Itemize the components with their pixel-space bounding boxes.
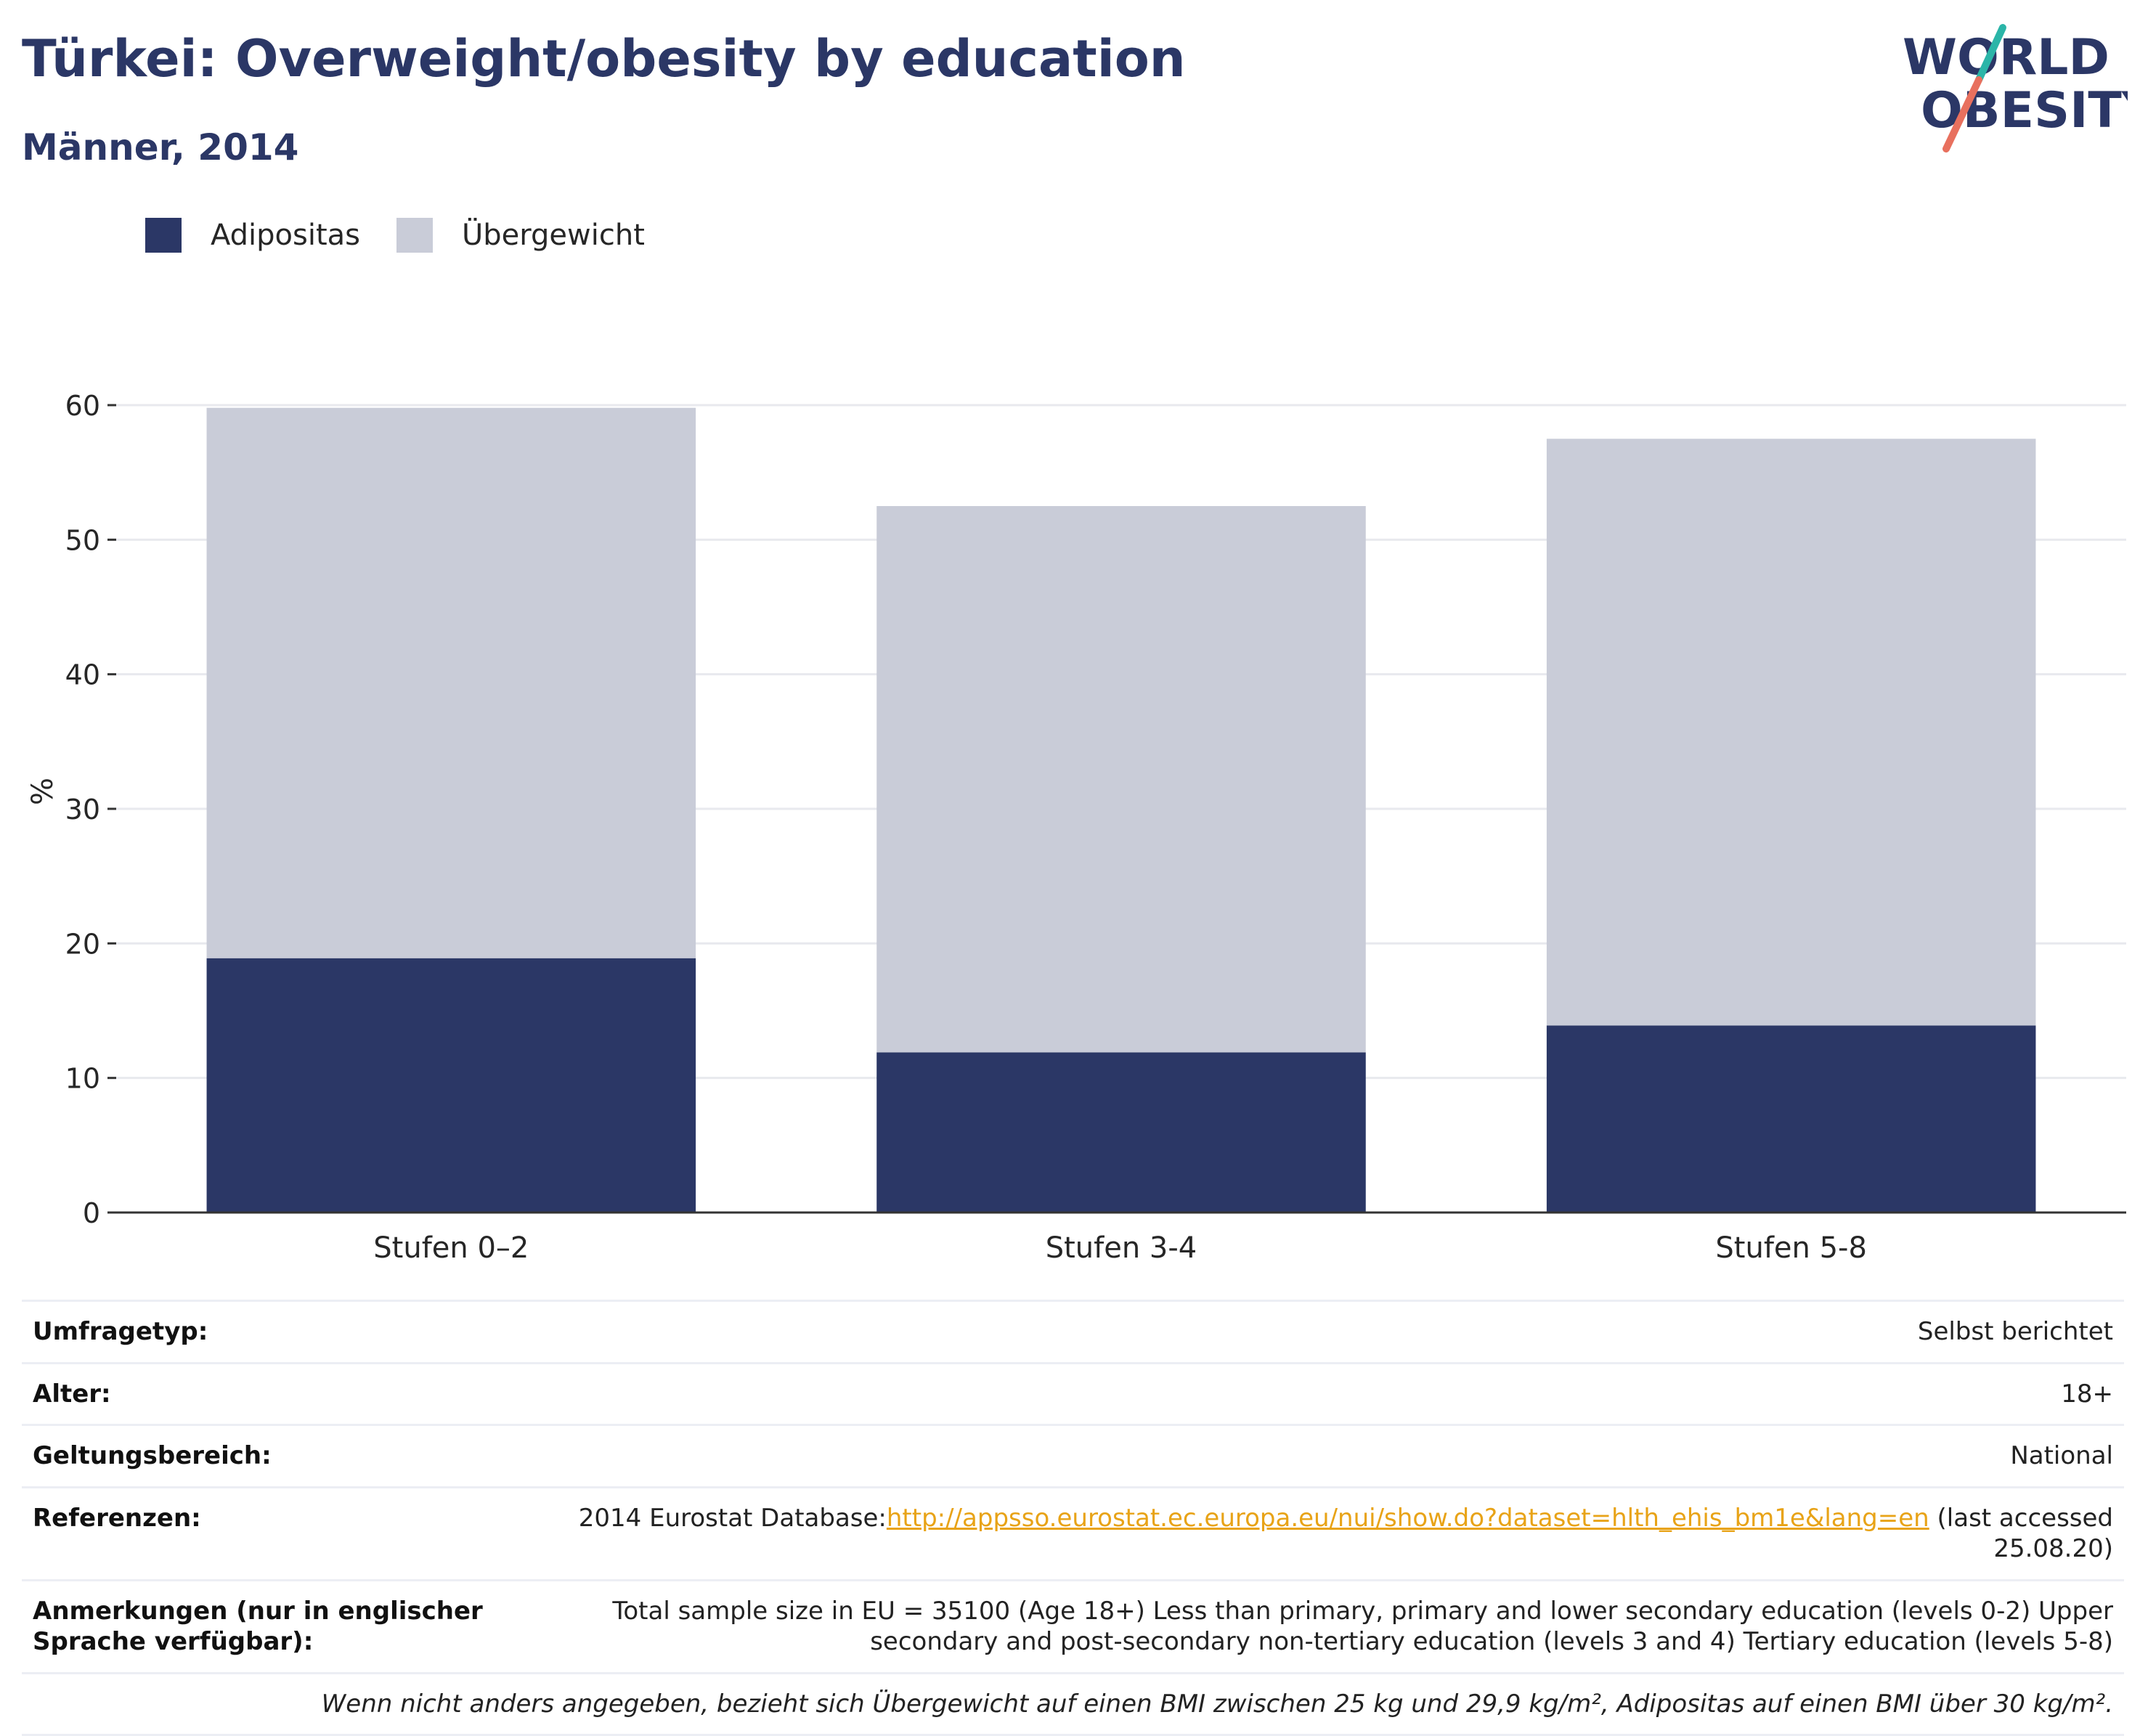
info-row-alter: Alter: 18+: [22, 1361, 2124, 1426]
y-tick-label-30: 30: [65, 794, 100, 826]
legend-item-adipositas[interactable]: Adipositas: [145, 218, 360, 253]
legend-label-adipositas: Adipositas: [211, 219, 361, 252]
chart-legend: Adipositas Übergewicht: [145, 216, 681, 254]
reference-link[interactable]: http://appsso.eurostat.ec.europa.eu/nui/…: [886, 1503, 1929, 1533]
logo-slash-coral: [1942, 76, 1982, 152]
page-subtitle: Männer, 2014: [22, 126, 299, 168]
legend-swatch-adipositas: [145, 218, 182, 253]
page-title: Türkei: Overweight/obesity by education: [22, 29, 1186, 89]
info-row-footnote: Wenn nicht anders angegeben, bezieht sic…: [22, 1671, 2124, 1736]
info-label: Geltungsbereich:: [22, 1424, 566, 1488]
legend-label-uebergewicht: Übergewicht: [462, 219, 645, 252]
reference-suffix: (last accessed 25.08.20): [1929, 1503, 2113, 1564]
legend-swatch-uebergewicht: [396, 218, 434, 253]
bar-adipositas-3[interactable]: [1546, 1025, 2036, 1213]
info-row-anmerkungen: Anmerkungen (nur in englischer Sprache v…: [22, 1578, 2124, 1674]
y-tick-label-20: 20: [65, 928, 100, 960]
x-tick-label-1: Stufen 0–2: [373, 1231, 529, 1265]
y-tick-label-50: 50: [65, 524, 100, 556]
info-label: Umfragetyp:: [22, 1300, 566, 1364]
bar-uebergewicht-3[interactable]: [1546, 439, 2036, 1026]
y-tick-label-0: 0: [83, 1197, 100, 1229]
info-value: 18+: [566, 1361, 2124, 1426]
info-value: 2014 Eurostat Database:http://appsso.eur…: [566, 1486, 2124, 1581]
bars: [206, 407, 2036, 1213]
y-axis-label: %: [26, 778, 60, 805]
footnote: Wenn nicht anders angegeben, bezieht sic…: [22, 1671, 2124, 1736]
bar-adipositas-2[interactable]: [876, 1052, 1366, 1213]
x-tick-labels: Stufen 0–2 Stufen 3-4 Stufen 5-8: [373, 1231, 1867, 1265]
logo-slash-teal: [1975, 24, 2006, 83]
info-label: Referenzen:: [22, 1486, 566, 1581]
x-tick-label-3: Stufen 5-8: [1715, 1231, 1867, 1265]
bar-adipositas-1[interactable]: [206, 958, 696, 1213]
y-tick-label-10: 10: [65, 1063, 100, 1095]
info-value: Selbst berichtet: [566, 1300, 2124, 1364]
info-row-umfragetyp: Umfragetyp: Selbst berichtet: [22, 1300, 2124, 1364]
bar-uebergewicht-1[interactable]: [206, 407, 696, 958]
world-obesity-logo: WORLD OBESITY: [1903, 24, 2128, 152]
x-tick-label-2: Stufen 3-4: [1046, 1231, 1197, 1265]
y-tick-labels: 0 10 20 30 40 50 60: [65, 390, 116, 1229]
y-tick-label-40: 40: [65, 659, 100, 691]
info-row-geltungsbereich: Geltungsbereich: National: [22, 1424, 2124, 1488]
info-table: Umfragetyp: Selbst berichtet Alter: 18+ …: [22, 1300, 2124, 1736]
legend-item-uebergewicht[interactable]: Übergewicht: [396, 218, 645, 253]
reference-prefix: 2014 Eurostat Database:: [578, 1503, 887, 1533]
logo-text-world: WORLD: [1903, 29, 2110, 86]
info-label: Anmerkungen (nur in englischer Sprache v…: [22, 1578, 566, 1674]
bar-uebergewicht-2[interactable]: [876, 506, 1366, 1053]
y-tick-label-60: 60: [65, 390, 100, 422]
info-row-referenzen: Referenzen: 2014 Eurostat Database:http:…: [22, 1486, 2124, 1581]
info-label: Alter:: [22, 1361, 566, 1426]
info-value: Total sample size in EU = 35100 (Age 18+…: [566, 1578, 2124, 1674]
info-value: National: [566, 1424, 2124, 1488]
